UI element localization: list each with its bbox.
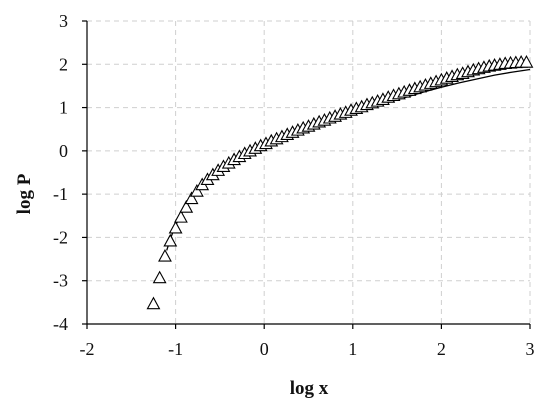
y-tick-label: 3: [59, 11, 68, 31]
data-point-triangle: [163, 233, 178, 247]
y-tick-label: -3: [53, 271, 68, 291]
x-tick-label: 2: [437, 339, 446, 359]
data-point-triangle: [184, 191, 199, 205]
data-point-triangle: [519, 55, 534, 68]
fitted-curve-line: [166, 68, 531, 251]
y-tick-label: -2: [53, 227, 68, 247]
y-axis-title: log P: [14, 173, 35, 214]
x-axis-title: log x: [290, 378, 329, 399]
y-tick-label: 2: [59, 54, 68, 74]
x-tick-label: 3: [526, 339, 535, 359]
y-tick-label: -1: [53, 184, 68, 204]
curve-layer: [166, 68, 531, 251]
data-point-triangle: [146, 296, 161, 310]
x-tick-label: 1: [348, 339, 357, 359]
y-tick-label: 1: [59, 98, 68, 118]
axis-layer: [82, 20, 531, 329]
data-point-triangle: [173, 209, 188, 223]
data-point-triangle: [152, 270, 167, 284]
y-tick-label: 0: [59, 141, 68, 161]
data-point-triangle: [179, 200, 194, 213]
y-tick-label: -4: [53, 314, 68, 334]
grid-layer: [87, 20, 531, 324]
data-point-triangle: [158, 248, 172, 262]
tick-label-layer: -2 -1 0 1 2 3 3 2 1 0 -1 -2 -3 -4: [53, 11, 535, 359]
data-point-triangle: [189, 184, 204, 197]
x-tick-label: 0: [260, 339, 269, 359]
data-point-triangle: [168, 220, 183, 234]
x-tick-label: -1: [168, 339, 183, 359]
marker-layer: [146, 55, 534, 310]
x-tick-label: -2: [80, 339, 95, 359]
